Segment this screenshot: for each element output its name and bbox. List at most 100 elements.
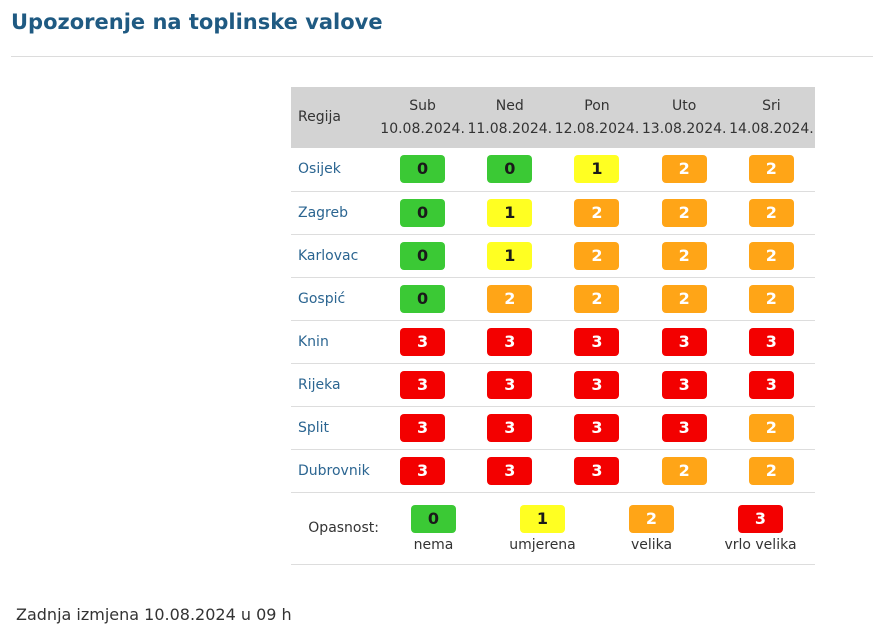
day-date: 10.08.2024. xyxy=(380,120,465,137)
level-badge: 3 xyxy=(748,370,794,399)
level-badge: 2 xyxy=(574,284,620,313)
region-name: Gospić xyxy=(298,290,346,307)
level-cell: 2 xyxy=(553,234,640,277)
level-cell: 3 xyxy=(728,363,815,406)
level-cell: 2 xyxy=(728,234,815,277)
level-cell: 1 xyxy=(553,148,640,191)
legend-item-umjerena: 1 umjerena xyxy=(493,505,593,553)
region-column-header: Regija xyxy=(298,109,341,125)
legend-label: Opasnost: xyxy=(308,520,379,536)
level-cell: 3 xyxy=(553,449,640,492)
level-cell: 0 xyxy=(466,148,553,191)
level-cell: 3 xyxy=(553,406,640,449)
level-badge: 3 xyxy=(661,370,707,399)
level-badge: 3 xyxy=(400,327,446,356)
table-row: Osijek 0 0 1 2 2 xyxy=(291,148,815,191)
last-updated-text: Zadnja izmjena 10.08.2024 u 09 h xyxy=(16,605,292,624)
day-name: Sri xyxy=(762,97,781,114)
level-badge: 2 xyxy=(661,241,707,270)
level-badge: 1 xyxy=(487,198,533,227)
level-cell: 3 xyxy=(553,363,640,406)
day-name: Sub xyxy=(409,97,436,114)
legend-badge: 1 xyxy=(520,505,565,533)
level-cell: 2 xyxy=(553,191,640,234)
level-cell: 2 xyxy=(553,277,640,320)
legend-item-velika: 2 velika xyxy=(602,505,702,553)
level-cell: 3 xyxy=(379,449,466,492)
level-badge: 3 xyxy=(748,327,794,356)
table-row: Karlovac 0 1 2 2 2 xyxy=(291,234,815,277)
day-date: 12.08.2024. xyxy=(554,120,640,137)
region-name: Knin xyxy=(298,333,329,350)
table-row: Gospić 0 2 2 2 2 xyxy=(291,277,815,320)
day-column-header: Sub 10.08.2024. xyxy=(379,87,466,148)
level-badge: 3 xyxy=(661,327,707,356)
level-badge: 2 xyxy=(748,241,794,270)
level-badge: 3 xyxy=(487,370,533,399)
day-date: 11.08.2024. xyxy=(467,120,553,137)
table-row: Split 3 3 3 3 2 xyxy=(291,406,815,449)
level-badge: 3 xyxy=(574,327,620,356)
table-row: Dubrovnik 3 3 3 2 2 xyxy=(291,449,815,492)
level-cell: 3 xyxy=(728,320,815,363)
legend-cell: 0 nema 1 umjerena 2 velika 3 vrlo velika xyxy=(379,492,815,564)
level-badge: 2 xyxy=(661,456,707,485)
level-cell: 3 xyxy=(553,320,640,363)
level-badge: 3 xyxy=(574,456,620,485)
legend-row: Opasnost: 0 nema 1 umjerena 2 velika xyxy=(291,492,815,564)
level-cell: 3 xyxy=(466,406,553,449)
level-cell: 2 xyxy=(641,277,728,320)
level-badge: 2 xyxy=(748,456,794,485)
region-name: Split xyxy=(298,419,330,436)
level-cell: 2 xyxy=(641,148,728,191)
table-row: Knin 3 3 3 3 3 xyxy=(291,320,815,363)
region-name: Karlovac xyxy=(298,247,359,264)
level-badge: 0 xyxy=(400,198,446,227)
day-column-header: Pon 12.08.2024. xyxy=(553,87,640,148)
level-cell: 3 xyxy=(466,363,553,406)
level-cell: 3 xyxy=(466,320,553,363)
day-name: Uto xyxy=(672,97,697,114)
level-badge: 0 xyxy=(400,155,446,184)
legend-badge: 0 xyxy=(411,505,456,533)
level-badge: 1 xyxy=(574,155,620,184)
level-badge: 2 xyxy=(748,413,794,442)
level-cell: 2 xyxy=(641,449,728,492)
table-row: Zagreb 0 1 2 2 2 xyxy=(291,191,815,234)
level-badge: 2 xyxy=(574,241,620,270)
level-cell: 0 xyxy=(379,234,466,277)
level-badge: 2 xyxy=(748,198,794,227)
legend-desc: velika xyxy=(630,537,673,553)
table-header-row: Regija Sub 10.08.2024. Ned 11.08.2024. Pon… xyxy=(291,87,815,148)
region-name: Zagreb xyxy=(298,204,349,221)
day-column-header: Sri 14.08.2024. xyxy=(728,87,815,148)
day-name: Ned xyxy=(495,97,524,114)
level-cell: 3 xyxy=(641,320,728,363)
legend-badge: 3 xyxy=(738,505,783,533)
level-badge: 0 xyxy=(400,284,446,313)
level-badge: 3 xyxy=(487,413,533,442)
level-badge: 3 xyxy=(661,413,707,442)
level-cell: 2 xyxy=(728,277,815,320)
level-badge: 3 xyxy=(487,456,533,485)
day-date: 13.08.2024. xyxy=(641,120,727,137)
region-name: Rijeka xyxy=(298,376,341,393)
level-cell: 2 xyxy=(641,191,728,234)
level-cell: 3 xyxy=(379,363,466,406)
level-cell: 2 xyxy=(728,148,815,191)
level-badge: 3 xyxy=(400,456,446,485)
level-cell: 3 xyxy=(379,406,466,449)
table-row: Rijeka 3 3 3 3 3 xyxy=(291,363,815,406)
level-cell: 2 xyxy=(728,406,815,449)
level-cell: 1 xyxy=(466,234,553,277)
level-badge: 2 xyxy=(661,198,707,227)
level-badge: 2 xyxy=(487,284,533,313)
level-badge: 2 xyxy=(661,155,707,184)
legend-desc: umjerena xyxy=(509,537,576,553)
legend-desc: vrlo velika xyxy=(724,537,797,553)
day-name: Pon xyxy=(584,97,610,114)
region-name: Osijek xyxy=(298,161,341,178)
level-cell: 2 xyxy=(728,449,815,492)
level-badge: 3 xyxy=(487,327,533,356)
level-badge: 3 xyxy=(400,370,446,399)
